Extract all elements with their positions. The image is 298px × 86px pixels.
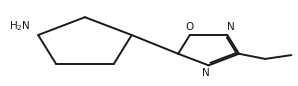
Text: N: N <box>227 22 235 32</box>
Text: N: N <box>202 68 210 78</box>
Text: H$_2$N: H$_2$N <box>9 20 31 33</box>
Text: O: O <box>186 22 194 32</box>
